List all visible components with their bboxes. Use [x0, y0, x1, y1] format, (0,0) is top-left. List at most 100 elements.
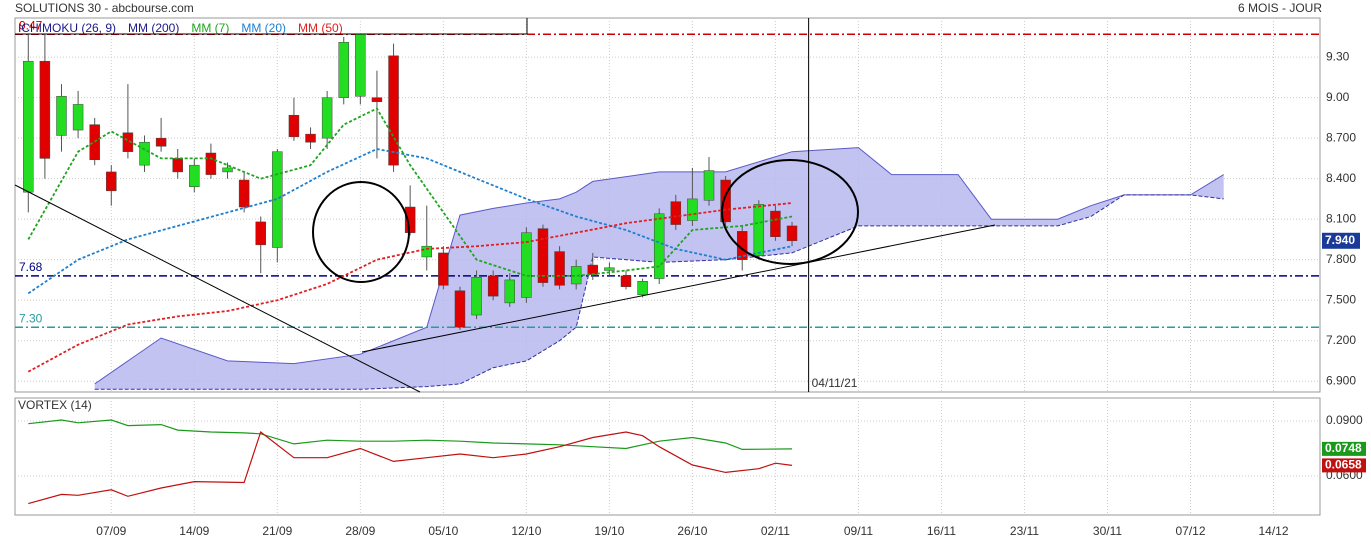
candle-body — [222, 167, 233, 173]
header-period: 6 MOIS - JOUR — [1238, 1, 1322, 15]
candle-body — [189, 164, 200, 188]
moving-average — [27, 148, 793, 295]
candle-body — [404, 206, 416, 233]
candle-body — [537, 228, 549, 283]
candle-body — [122, 132, 134, 152]
candle-body — [770, 210, 781, 237]
x-tick-label: 14/09 — [179, 524, 209, 538]
last-value-label: 0.0748 — [1325, 441, 1362, 455]
candle-body — [471, 276, 482, 316]
candle-body — [23, 60, 34, 193]
legend-entry: MM (200) — [128, 21, 179, 35]
x-tick-label: 21/09 — [262, 524, 292, 538]
legend-entry: MM (20) — [241, 21, 286, 35]
vortex-line — [28, 431, 793, 505]
y-tick-label: 7.500 — [1326, 292, 1356, 306]
candle-body — [454, 290, 466, 328]
moving-average — [27, 202, 793, 373]
reference-label: 9.47 — [19, 18, 43, 32]
candle-body — [604, 267, 615, 271]
cloud-fill — [94, 147, 1224, 390]
x-tick-label: 28/09 — [345, 524, 375, 538]
candle-body — [653, 213, 665, 279]
candle-body — [637, 281, 648, 296]
header-title: SOLUTIONS 30 - abcbourse.com — [15, 1, 194, 15]
reference-label: 7.30 — [19, 311, 43, 325]
candle-body — [786, 225, 798, 242]
trend-line — [14, 184, 421, 393]
y-tick-label: 8.100 — [1326, 211, 1356, 225]
last-value-label: 0.0658 — [1325, 458, 1362, 472]
candle-body — [255, 221, 266, 246]
candle-body — [438, 252, 449, 286]
legend-entry: MM (50) — [298, 21, 343, 35]
reference-label: 7.68 — [19, 260, 43, 274]
last-value-box — [1322, 441, 1366, 456]
highlight-circle — [312, 181, 410, 283]
y-tick-label: 9.30 — [1326, 49, 1350, 63]
candle-body — [587, 264, 599, 275]
x-tick-label: 07/12 — [1175, 524, 1205, 538]
y-tick-label: 8.400 — [1326, 171, 1356, 185]
x-tick-label: 23/11 — [1010, 524, 1039, 538]
candle-body — [753, 204, 765, 256]
last-value-box — [1322, 458, 1366, 473]
x-tick-label: 09/11 — [844, 524, 873, 538]
cursor-label: 04/11/21 — [812, 376, 858, 390]
y-tick-label: 7.200 — [1326, 333, 1356, 347]
candle-body — [56, 96, 67, 136]
y-tick-label: 0.0900 — [1326, 413, 1363, 427]
candle-body — [687, 198, 698, 221]
x-tick-label: 16/11 — [927, 524, 956, 538]
last-price-box — [1322, 232, 1360, 249]
candle-body — [720, 179, 731, 223]
candle-body — [371, 97, 383, 102]
candle-body — [106, 171, 117, 192]
y-tick-label: 6.900 — [1326, 373, 1356, 387]
y-tick-label: 8.700 — [1326, 130, 1356, 144]
panel-title: VORTEX (14) — [18, 398, 92, 412]
x-tick-label: 19/10 — [594, 524, 624, 538]
x-tick-label: 30/11 — [1093, 524, 1122, 538]
candle-body — [288, 114, 300, 138]
trend-line — [361, 224, 996, 353]
legend-entry: ICHIMOKU (26, 9) — [18, 21, 116, 35]
cloud-bottom — [94, 194, 1224, 390]
candle-body — [39, 60, 51, 159]
x-tick-label: 05/10 — [428, 524, 458, 538]
candle-body — [421, 245, 432, 258]
candle-body — [321, 97, 333, 139]
moving-average — [27, 107, 793, 277]
candle-body — [703, 170, 715, 201]
candle-body — [338, 42, 349, 98]
candle-body — [388, 55, 399, 166]
candle-body — [305, 133, 316, 143]
candle-body — [72, 104, 84, 131]
candle-body — [487, 275, 499, 297]
candle-body — [139, 141, 150, 166]
candle-body — [570, 266, 582, 285]
x-tick-label: 26/10 — [677, 524, 707, 538]
x-tick-label: 07/09 — [96, 524, 126, 538]
x-tick-label: 12/10 — [511, 524, 541, 538]
legend-entry: MM (7) — [191, 21, 229, 35]
x-tick-label: 02/11 — [761, 524, 790, 538]
candle-body — [620, 275, 632, 287]
candle-body — [355, 33, 366, 97]
candle-body — [238, 179, 250, 208]
y-tick-label: 7.800 — [1326, 252, 1356, 266]
candle-body — [172, 158, 183, 173]
candle-body — [521, 232, 532, 298]
highlight-circle — [721, 159, 859, 265]
candle-body — [155, 137, 167, 147]
candle-body — [89, 124, 100, 161]
candle-body — [670, 201, 682, 225]
candle-body — [504, 279, 516, 304]
price-panel — [14, 17, 1321, 393]
y-tick-label: 9.00 — [1326, 90, 1350, 104]
candle-body — [205, 152, 217, 175]
last-price-label: 7.940 — [1325, 233, 1355, 247]
candle-body — [554, 251, 565, 286]
